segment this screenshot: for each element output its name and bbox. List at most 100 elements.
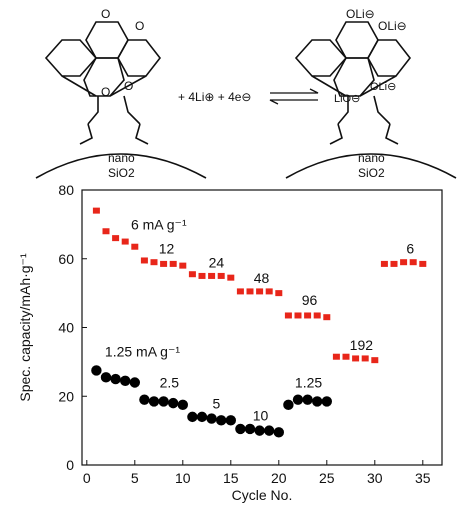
x-tick-label: 20 [271, 470, 287, 486]
data-point-circle [273, 427, 284, 438]
data-point-square [150, 259, 158, 266]
data-point-circle [148, 396, 160, 407]
rate-annotation: 1.25 [295, 375, 322, 391]
data-point-square [169, 260, 177, 267]
data-point-circle [120, 375, 131, 386]
data-point-circle [110, 373, 121, 385]
data-point-square [419, 260, 427, 267]
data-point-square [198, 272, 206, 279]
y-tick-label: 20 [58, 388, 74, 404]
data-point-circle [177, 399, 188, 411]
data-point-circle [158, 396, 169, 407]
data-point-square [217, 272, 225, 279]
reduced-calixarene-molecule [294, 21, 412, 145]
silica-surface-left [35, 153, 207, 179]
data-point-circle [264, 425, 275, 436]
data-point-square [304, 312, 312, 319]
data-point-circle [321, 396, 332, 407]
data-point-square [409, 259, 417, 266]
rate-annotation: 6 [406, 241, 414, 257]
rate-annotation: 48 [254, 270, 270, 286]
data-point-square [265, 288, 273, 295]
chart-annotations: 6 mA g⁻¹ 12 24 48 96 192 6 1.25 mA g⁻¹ 2.5 5 10 1.2… [105, 217, 414, 424]
data-point-square [380, 260, 388, 267]
chart-marks [91, 207, 427, 438]
reaction-text: + 4Li⊕ + 4e⊖ [178, 90, 252, 104]
rate-annotation: 10 [253, 407, 269, 423]
data-point-circle [254, 425, 265, 436]
lithium-phenolate-label: LiO⊖ [334, 93, 360, 105]
data-point-circle [292, 394, 304, 405]
data-point-square [92, 207, 100, 214]
lithium-phenolate-label: OLi⊖ [346, 7, 375, 21]
data-point-square [208, 272, 216, 279]
data-point-square [188, 271, 196, 278]
x-tick-label: 30 [367, 470, 383, 486]
data-point-circle [225, 415, 236, 426]
data-point-circle [91, 365, 102, 376]
data-point-square [140, 257, 148, 264]
support-label: nano [358, 151, 385, 165]
data-point-circle [312, 396, 323, 407]
x-tick-label: 15 [223, 470, 239, 486]
data-point-circle [139, 394, 150, 405]
oxo-label: O [101, 7, 110, 21]
data-point-square [294, 312, 302, 319]
rate-annotation: 6 mA g⁻¹ [131, 217, 187, 233]
rate-annotation: 96 [302, 292, 318, 308]
data-point-square [227, 274, 235, 281]
data-point-circle [216, 415, 227, 426]
data-point-circle [283, 399, 294, 411]
x-tick-label: 25 [319, 470, 335, 486]
x-tick-label: 35 [415, 470, 431, 486]
support-label: nano [108, 151, 135, 165]
oxo-label: O [135, 19, 144, 33]
calixquinone-molecule [44, 21, 162, 145]
rate-annotation: 12 [159, 241, 175, 257]
data-point-square [256, 288, 264, 295]
data-point-circle [168, 397, 179, 409]
data-point-square [131, 243, 139, 250]
data-point-square [323, 314, 331, 321]
oxo-label: O [124, 79, 133, 93]
rate-annotation: 24 [209, 254, 225, 270]
support-label: SiO2 [358, 166, 385, 180]
y-tick-label: 0 [66, 457, 74, 473]
data-point-square [352, 355, 360, 362]
equilibrium-arrows [269, 88, 319, 105]
data-point-square [246, 288, 254, 295]
x-axis-title: Cycle No. [232, 487, 293, 503]
reaction-scheme: O O O O nano SiO2 + 4Li⊕ + 4e⊖ OLi⊖ OLi⊖… [35, 7, 457, 180]
y-tick-label: 80 [58, 182, 74, 198]
data-point-square [400, 259, 408, 266]
lithium-phenolate-label: OLi⊖ [378, 19, 407, 33]
data-point-square [236, 288, 244, 295]
data-point-square [313, 312, 321, 319]
data-point-square [179, 262, 187, 269]
y-tick-label: 60 [58, 251, 74, 267]
x-tick-label: 0 [83, 470, 91, 486]
data-point-circle [187, 411, 198, 423]
lithium-phenolate-label: OLi⊖ [370, 81, 396, 93]
y-tick-label: 40 [58, 320, 74, 336]
data-point-square [121, 238, 129, 245]
rate-annotation: 5 [213, 395, 221, 411]
data-point-square [112, 235, 120, 242]
data-point-square [342, 353, 350, 360]
data-point-square [332, 353, 340, 360]
silica-surface-right [285, 153, 457, 179]
data-point-circle [235, 423, 246, 435]
data-point-square [275, 290, 283, 297]
oxo-label: O [101, 85, 110, 99]
data-point-square [284, 312, 292, 319]
chart-axes: 0 5 10 15 20 25 30 35 0 20 40 60 80 Cycle No. Spec. ca… [17, 182, 443, 503]
rate-annotation: 1.25 mA g⁻¹ [105, 344, 180, 360]
data-point-square [102, 228, 110, 235]
data-point-square [371, 357, 379, 364]
y-axis-title: Spec. capacity/mAh·g⁻¹ [17, 253, 33, 402]
data-point-circle [100, 372, 112, 383]
support-label: SiO2 [108, 166, 135, 180]
x-tick-label: 5 [131, 470, 139, 486]
rate-annotation: 192 [350, 337, 374, 353]
